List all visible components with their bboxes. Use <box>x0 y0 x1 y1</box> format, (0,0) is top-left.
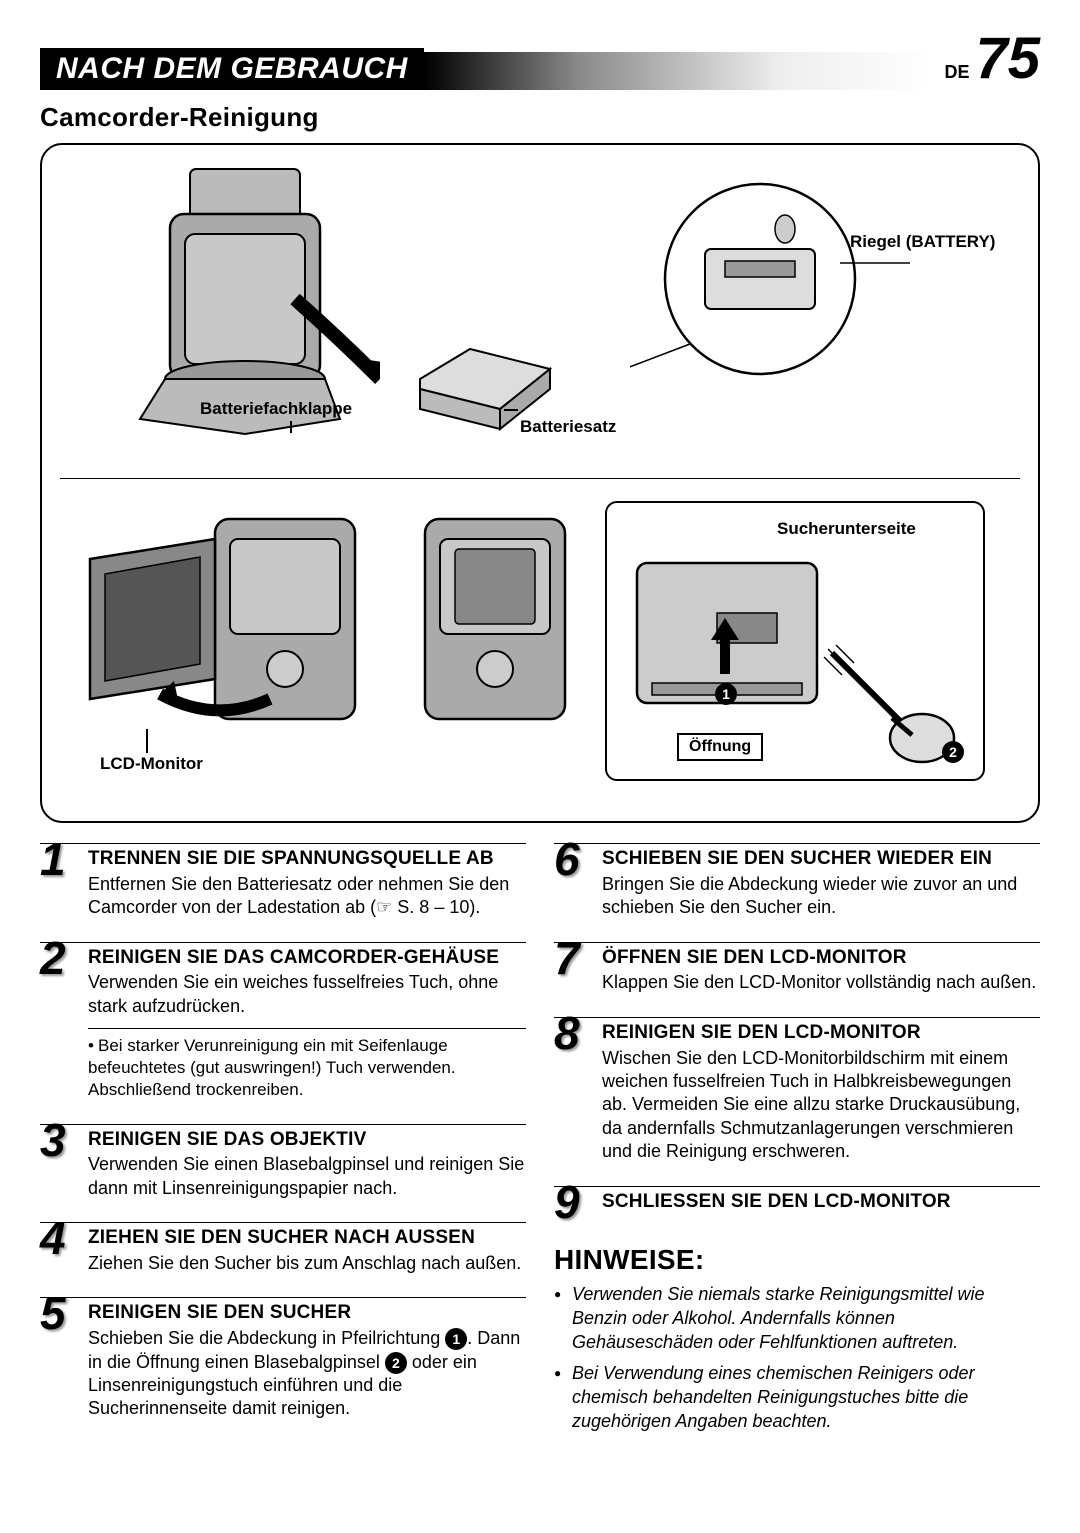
step-1-text: Entfernen Sie den Batteriesatz oder nehm… <box>88 873 526 920</box>
viewfinder-detail-frame: Sucherunterseite 1 Öffnung <box>605 501 985 781</box>
camcorder-top-sketch <box>130 159 380 439</box>
step-8-text: Wischen Sie den LCD-Monitorbildschirm mi… <box>602 1047 1040 1164</box>
diagram-top: Riegel (BATTERY) Batteriefachklappe Batt… <box>60 159 1020 479</box>
label-battery-cover: Batteriefachklappe <box>200 399 352 419</box>
page-number-box: DE 75 <box>944 30 1040 88</box>
page-number: 75 <box>975 30 1040 88</box>
step-2-text: Verwenden Sie ein weiches fusselfreies T… <box>88 971 526 1018</box>
step-4-text: Ziehen Sie den Sucher bis zum Anschlag n… <box>88 1252 526 1275</box>
step-7-num: 7 <box>554 939 592 978</box>
header-title: NACH DEM GEBRAUCH <box>40 48 424 90</box>
step-8-num: 8 <box>554 1014 592 1053</box>
step-1-num: 1 <box>40 840 78 879</box>
step-3-num: 3 <box>40 1121 78 1160</box>
step-4-num: 4 <box>40 1219 78 1258</box>
inline-circled-1-icon: 1 <box>445 1328 467 1350</box>
step-8: 8 REINIGEN SIE DEN LCD-MONITOR Wischen S… <box>554 1017 1040 1170</box>
step-2-note: •Bei starker Verunreinigung ein mit Seif… <box>88 1028 526 1101</box>
circled-1-icon: 1 <box>715 683 737 705</box>
label-battery-pack: Batteriesatz <box>520 417 616 437</box>
step-4: 4 ZIEHEN SIE DEN SUCHER NACH AUSSEN Zieh… <box>40 1222 526 1281</box>
camcorder-closed-sketch <box>410 499 580 749</box>
arrow-up-icon <box>711 618 739 640</box>
notes-item-2: Bei Verwendung eines chemischen Reiniger… <box>554 1361 1040 1434</box>
label-viewfinder-underside: Sucherunterseite <box>777 519 916 539</box>
steps-left-column: 1 TRENNEN SIE DIE SPANNUNGSQUELLE AB Ent… <box>40 843 526 1440</box>
leader-battery-pack <box>504 409 518 411</box>
step-8-title: REINIGEN SIE DEN LCD-MONITOR <box>602 1022 1040 1044</box>
step-2: 2 REINIGEN SIE DAS CAMCORDER-GEHÄUSE Ver… <box>40 942 526 1108</box>
step-1-title: TRENNEN SIE DIE SPANNUNGSQUELLE AB <box>88 848 526 870</box>
step-5-num: 5 <box>40 1294 78 1333</box>
step-3: 3 REINIGEN SIE DAS OBJEKTIV Verwenden Si… <box>40 1124 526 1207</box>
step-4-title: ZIEHEN SIE DEN SUCHER NACH AUSSEN <box>88 1227 526 1249</box>
step-2-title: REINIGEN SIE DAS CAMCORDER-GEHÄUSE <box>88 947 526 969</box>
page-header: NACH DEM GEBRAUCH DE 75 <box>40 30 1040 90</box>
step-3-text: Verwenden Sie einen Blasebalgpinsel und … <box>88 1153 526 1200</box>
steps-columns: 1 TRENNEN SIE DIE SPANNUNGSQUELLE AB Ent… <box>40 843 1040 1440</box>
steps-right-column: 6 SCHIEBEN SIE DEN SUCHER WIEDER EIN Bri… <box>554 843 1040 1440</box>
step-6-num: 6 <box>554 840 592 879</box>
step-9-num: 9 <box>554 1183 592 1222</box>
step-7-text: Klappen Sie den LCD-Monitor vollständig … <box>602 971 1040 994</box>
step-1: 1 TRENNEN SIE DIE SPANNUNGSQUELLE AB Ent… <box>40 843 526 926</box>
notes-title: HINWEISE: <box>554 1244 1040 1276</box>
page-subtitle: Camcorder-Reinigung <box>40 102 1040 133</box>
step-6: 6 SCHIEBEN SIE DEN SUCHER WIEDER EIN Bri… <box>554 843 1040 926</box>
camcorder-lcd-sketch <box>70 499 380 749</box>
lang-code: DE <box>944 62 969 83</box>
step-9-title: SCHLIESSEN SIE DEN LCD-MONITOR <box>602 1191 1040 1213</box>
header-gradient <box>424 52 933 90</box>
step-9: 9 SCHLIESSEN SIE DEN LCD-MONITOR <box>554 1186 1040 1228</box>
circled-2-icon: 2 <box>942 741 964 763</box>
step-7-title: ÖFFNEN SIE DEN LCD-MONITOR <box>602 947 1040 969</box>
notes-item-1: Verwenden Sie niemals starke Reinigungsm… <box>554 1282 1040 1355</box>
step-6-title: SCHIEBEN SIE DEN SUCHER WIEDER EIN <box>602 848 1040 870</box>
label-battery-latch: Riegel (BATTERY) <box>850 232 995 252</box>
diagram-frame: Riegel (BATTERY) Batteriefachklappe Batt… <box>40 143 1040 823</box>
leader-lcd <box>146 729 148 753</box>
inline-circled-2-icon: 2 <box>385 1352 407 1374</box>
step-7: 7 ÖFFNEN SIE DEN LCD-MONITOR Klappen Sie… <box>554 942 1040 1001</box>
notes-list: Verwenden Sie niemals starke Reinigungsm… <box>554 1282 1040 1434</box>
battery-detail-sketch <box>630 179 910 379</box>
step-5-title: REINIGEN SIE DEN SUCHER <box>88 1302 526 1324</box>
label-opening: Öffnung <box>677 733 763 761</box>
diagram-bottom: LCD-Monitor Sucherunterseite <box>60 479 1020 799</box>
step-2-num: 2 <box>40 939 78 978</box>
arrow-stem <box>720 638 730 674</box>
leader-battery-cover <box>290 421 292 433</box>
step-3-title: REINIGEN SIE DAS OBJEKTIV <box>88 1129 526 1151</box>
step-6-text: Bringen Sie die Abdeckung wieder wie zuv… <box>602 873 1040 920</box>
label-lcd-monitor: LCD-Monitor <box>100 754 203 774</box>
step-5: 5 REINIGEN SIE DEN SUCHER Schieben Sie d… <box>40 1297 526 1426</box>
step-5-text: Schieben Sie die Abdeckung in Pfeilricht… <box>88 1327 526 1421</box>
